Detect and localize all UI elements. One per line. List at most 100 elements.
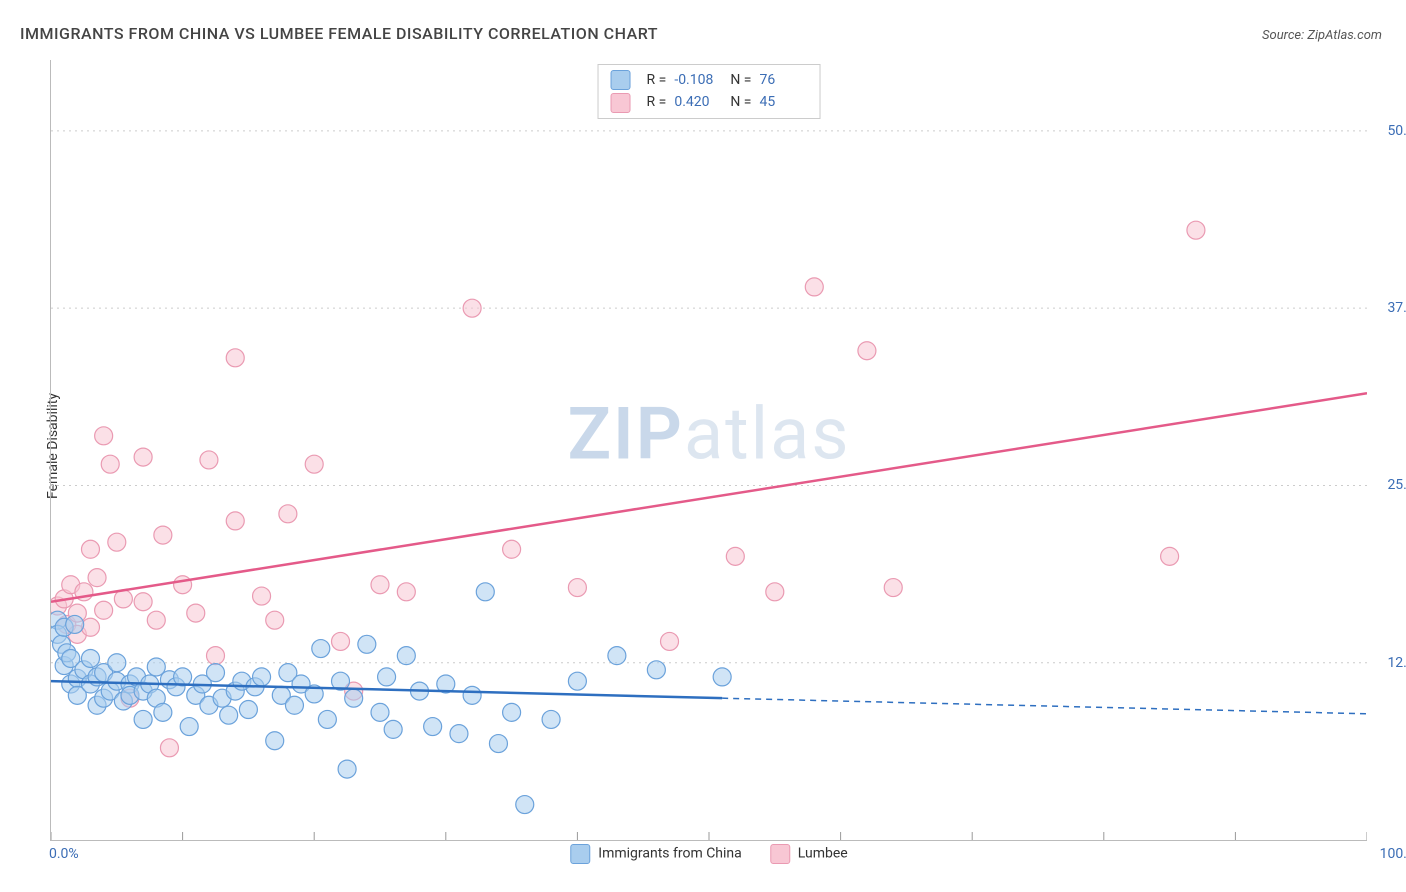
scatter-point: [108, 654, 126, 672]
legend-row: R = 0.420 N = 45: [611, 91, 808, 113]
scatter-point: [397, 583, 415, 601]
legend-label: Lumbee: [798, 846, 848, 862]
scatter-point: [147, 611, 165, 629]
y-tick-label: 37.5%: [1387, 300, 1406, 316]
scatter-point: [338, 760, 356, 778]
scatter-point: [253, 668, 271, 686]
scatter-point: [476, 583, 494, 601]
chart-title: IMMIGRANTS FROM CHINA VS LUMBEE FEMALE D…: [20, 24, 658, 43]
scatter-point: [1187, 221, 1205, 239]
scatter-point: [239, 701, 257, 719]
legend-item: Immigrants from China: [570, 844, 742, 864]
scatter-point: [503, 703, 521, 721]
scatter-point: [81, 618, 99, 636]
scatter-point: [884, 579, 902, 597]
scatter-point: [489, 735, 507, 753]
scatter-point: [88, 569, 106, 587]
scatter-point: [463, 686, 481, 704]
n-value: 45: [759, 91, 807, 113]
scatter-point: [542, 710, 560, 728]
scatter-point: [266, 732, 284, 750]
scatter-point: [285, 696, 303, 714]
legend-swatch-icon: [770, 844, 790, 864]
scatter-point: [220, 706, 238, 724]
scatter-point: [647, 661, 665, 679]
scatter-point: [305, 455, 323, 473]
y-tick-label: 12.5%: [1387, 655, 1406, 671]
scatter-point: [154, 526, 172, 544]
legend-label: Immigrants from China: [598, 846, 742, 862]
scatter-point: [200, 451, 218, 469]
scatter-point: [187, 604, 205, 622]
n-value: 76: [759, 69, 807, 91]
scatter-point: [279, 505, 297, 523]
source-attribution: Source: ZipAtlas.com: [1262, 28, 1382, 43]
scatter-point: [81, 649, 99, 667]
scatter-point: [180, 718, 198, 736]
scatter-point: [101, 455, 119, 473]
scatter-point: [1161, 547, 1179, 565]
scatter-point: [226, 349, 244, 367]
scatter-point: [207, 664, 225, 682]
plot-svg: [51, 60, 1367, 840]
r-label: R =: [647, 91, 667, 113]
scatter-point: [463, 299, 481, 317]
legend-item: Lumbee: [770, 844, 848, 864]
scatter-point: [174, 576, 192, 594]
scatter-point: [81, 540, 99, 558]
r-label: R =: [647, 69, 667, 91]
scatter-point: [160, 739, 178, 757]
scatter-point: [568, 672, 586, 690]
scatter-point: [134, 448, 152, 466]
correlation-legend: R = -0.108 N = 76 R = 0.420 N = 45: [598, 64, 821, 119]
scatter-point: [766, 583, 784, 601]
scatter-point: [66, 615, 84, 633]
scatter-point: [516, 796, 534, 814]
scatter-point: [661, 632, 679, 650]
y-tick-label: 50.0%: [1387, 123, 1406, 139]
scatter-point: [568, 579, 586, 597]
legend-swatch-icon: [570, 844, 590, 864]
scatter-point: [154, 703, 172, 721]
scatter-point: [805, 278, 823, 296]
legend-swatch-icon: [611, 93, 631, 113]
scatter-point: [95, 427, 113, 445]
scatter-point: [226, 512, 244, 530]
scatter-point: [424, 718, 442, 736]
legend-row: R = -0.108 N = 76: [611, 69, 808, 91]
scatter-point: [134, 710, 152, 728]
scatter-point: [378, 668, 396, 686]
scatter-point: [318, 710, 336, 728]
series-legend: Immigrants from China Lumbee: [570, 844, 847, 864]
scatter-point: [397, 647, 415, 665]
n-label: N =: [730, 91, 751, 113]
scatter-point: [95, 601, 113, 619]
regression-line-china-dashed: [722, 698, 1367, 714]
scatter-point: [503, 540, 521, 558]
y-tick-label: 25.0%: [1387, 477, 1406, 493]
chart-container: IMMIGRANTS FROM CHINA VS LUMBEE FEMALE D…: [0, 0, 1406, 892]
scatter-point: [253, 587, 271, 605]
regression-line-lumbee: [51, 393, 1367, 601]
scatter-point: [134, 593, 152, 611]
scatter-point: [371, 703, 389, 721]
scatter-point: [207, 647, 225, 665]
r-value: 0.420: [674, 91, 722, 113]
x-axis-min-label: 0.0%: [49, 846, 79, 862]
n-label: N =: [730, 69, 751, 91]
scatter-point: [608, 647, 626, 665]
scatter-point: [332, 632, 350, 650]
plot-area: ZIPatlas R =-0.108N =76R =0.420N =45 Imm…: [50, 60, 1367, 841]
legend-swatch-icon: [611, 70, 631, 90]
scatter-point: [384, 720, 402, 738]
scatter-point: [108, 533, 126, 551]
scatter-point: [312, 640, 330, 658]
r-value: -0.108: [674, 69, 722, 91]
scatter-point: [450, 725, 468, 743]
scatter-point: [371, 576, 389, 594]
scatter-point: [858, 342, 876, 360]
scatter-point: [713, 668, 731, 686]
scatter-point: [726, 547, 744, 565]
scatter-point: [345, 689, 363, 707]
scatter-point: [266, 611, 284, 629]
